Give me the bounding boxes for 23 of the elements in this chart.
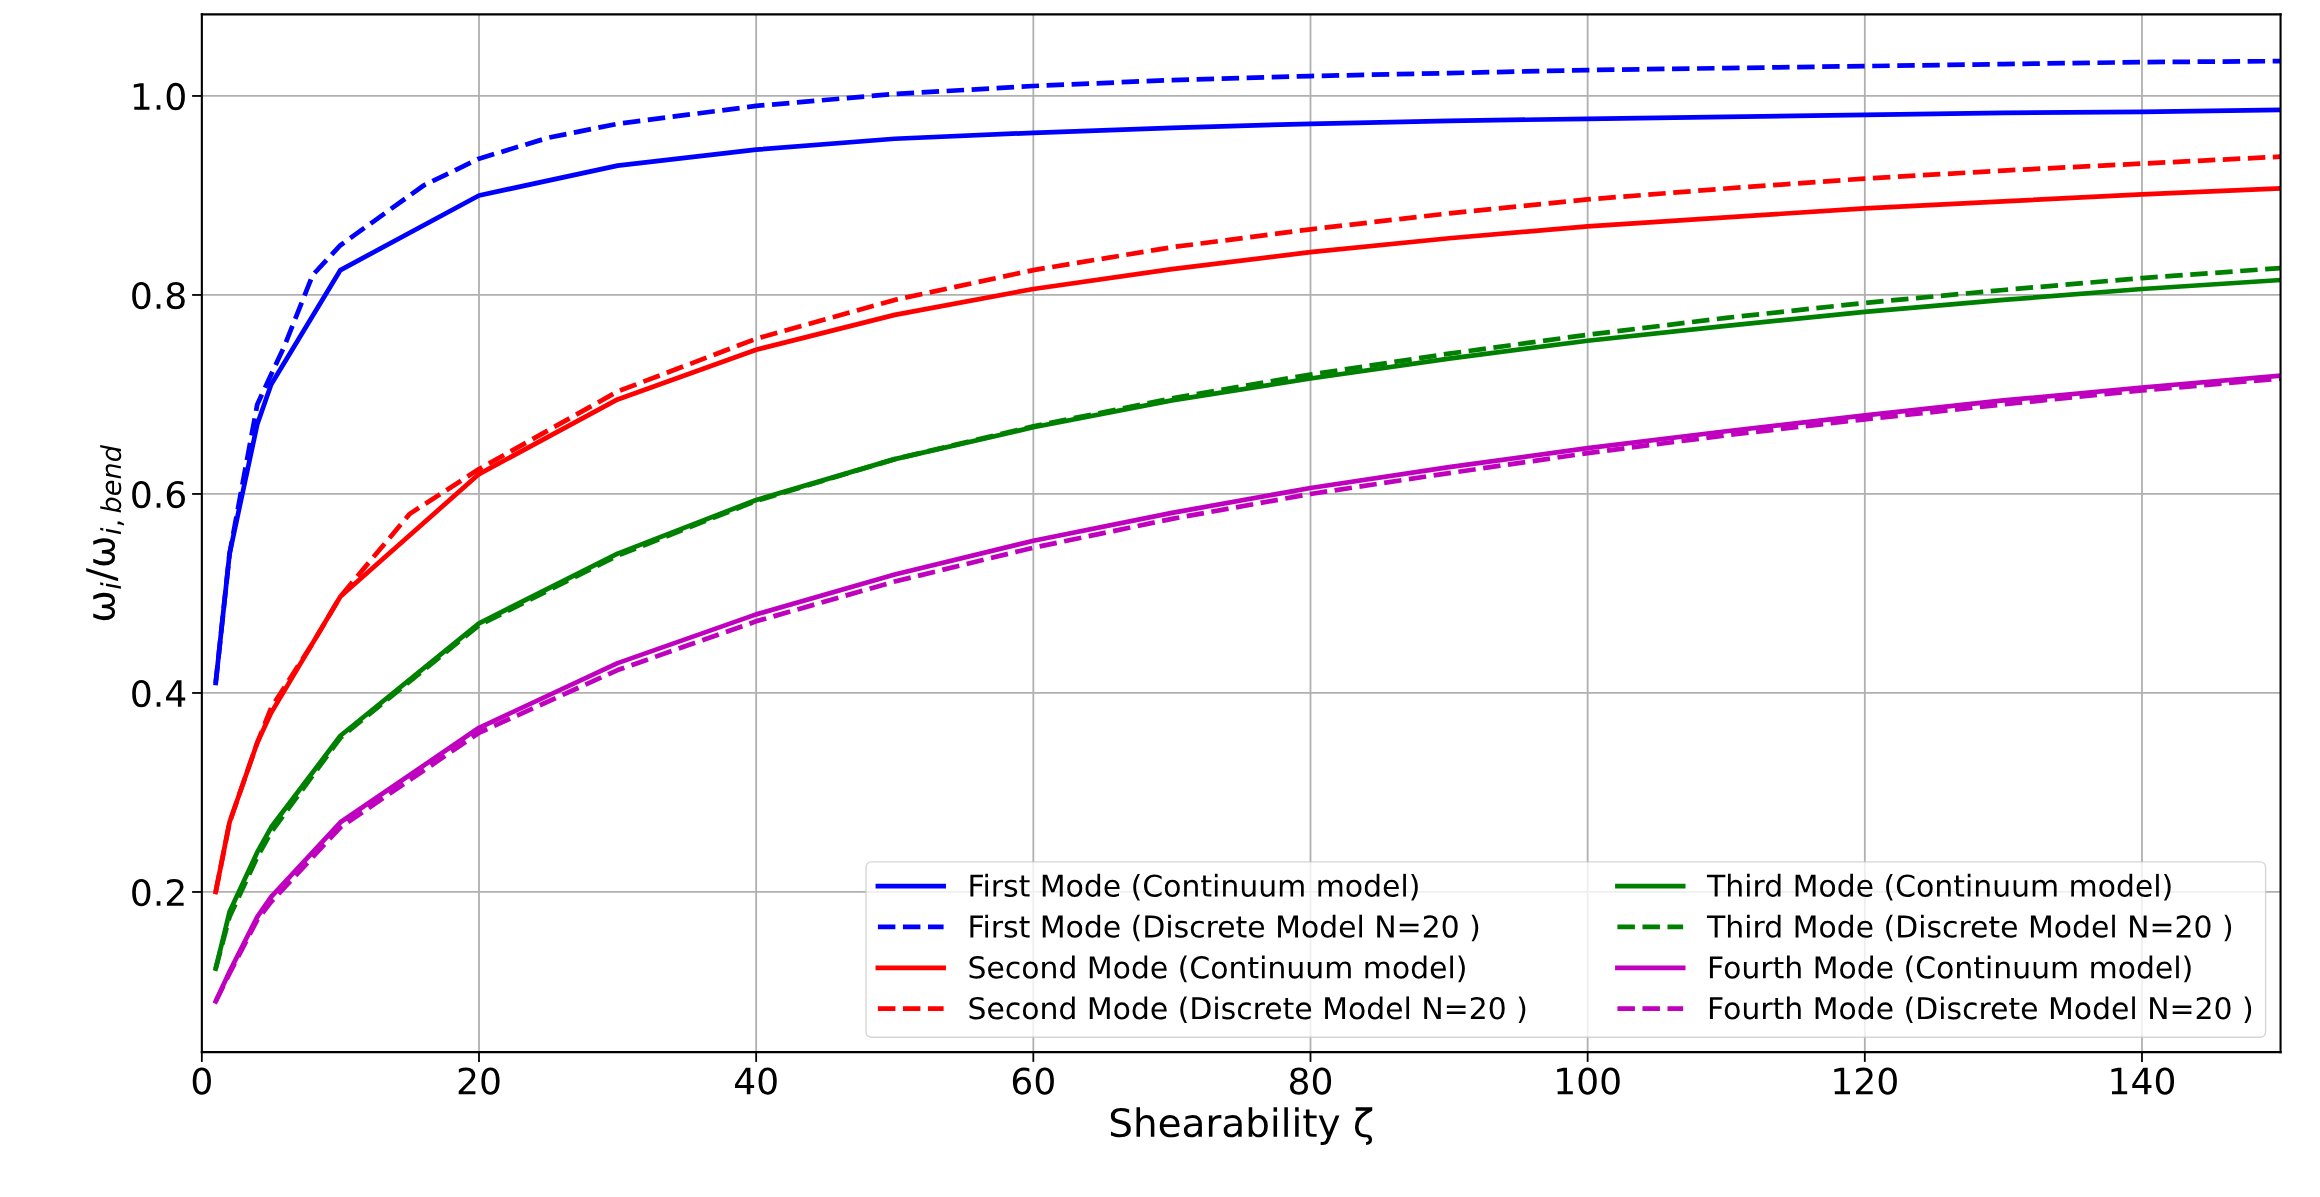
x-tick-label: 140 (2111, 1067, 2175, 1095)
x-tick-label: 0 (192, 1067, 211, 1095)
y-tick-label: 0.6 (132, 480, 185, 509)
x-tick-label: 80 (1289, 1067, 1332, 1095)
legend-label: Fourth Mode (Discrete Model N=20 ) (1709, 996, 2252, 1024)
legend-label: Fourth Mode (Continuum model) (1709, 955, 2191, 983)
y-tick-label: 0.8 (132, 281, 185, 310)
y-tick-label: 1.0 (133, 82, 185, 111)
x-axis-title: Shearability ζ (1110, 1107, 1373, 1145)
x-tick-label: 40 (734, 1067, 777, 1095)
legend-label: Third Mode (Continuum model) (1706, 873, 2171, 901)
x-tick-label: 20 (458, 1067, 500, 1095)
legend-label: First Mode (Discrete Model N=20 ) (970, 914, 1479, 942)
x-tick-label: 60 (1012, 1067, 1054, 1095)
legend-label: First Mode (Continuum model) (970, 873, 1418, 901)
legend-label: Third Mode (Discrete Model N=20 ) (1706, 914, 2232, 942)
x-tick-label: 100 (1557, 1067, 1620, 1095)
y-axis-title: ω$_{i}$/ω$_{i,bend}$ (86, 444, 125, 621)
x-tick-label: 120 (1834, 1067, 1897, 1095)
legend-label: Second Mode (Continuum model) (969, 955, 1465, 983)
y-tick-label: 0.2 (132, 878, 184, 907)
legend-label: Second Mode (Discrete Model N=20 ) (969, 996, 1526, 1024)
y-tick-label: 0.4 (132, 679, 186, 708)
